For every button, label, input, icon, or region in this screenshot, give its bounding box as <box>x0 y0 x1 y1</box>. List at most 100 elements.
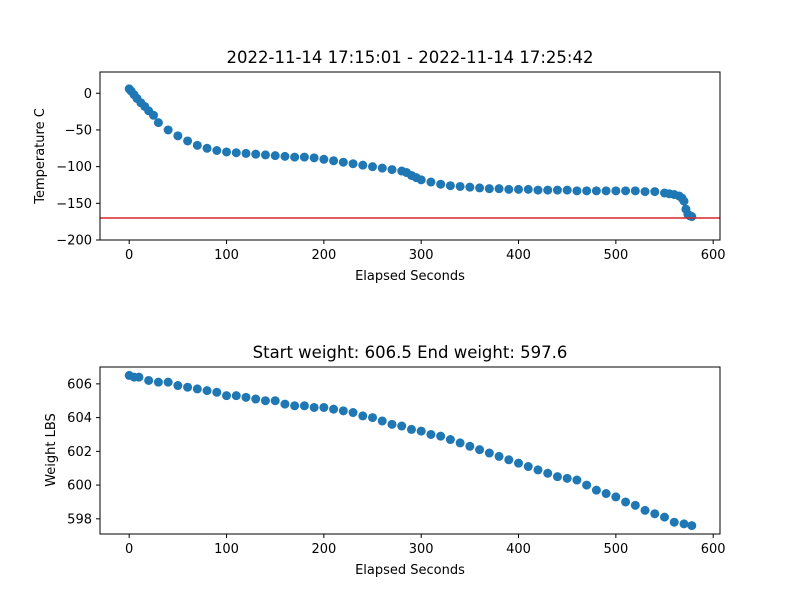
weight-point <box>163 377 173 387</box>
weight-x-tick-label: 600 <box>701 542 726 557</box>
weight-point <box>660 512 670 522</box>
weight-point <box>679 519 689 529</box>
temperature-point <box>465 182 475 192</box>
temperature-point <box>455 181 465 191</box>
temperature-x-tick-label: 100 <box>214 248 239 263</box>
weight-point <box>406 424 416 434</box>
temperature-point <box>582 186 592 196</box>
temperature-x-ticks: 0 100 200 300 400 500 600 <box>125 240 726 263</box>
temperature-point <box>416 175 426 185</box>
weight-point <box>153 377 163 387</box>
weight-point <box>309 402 319 412</box>
weight-y-tick-label: 604 <box>67 411 92 426</box>
weight-point <box>591 485 601 495</box>
weight-point <box>270 396 280 406</box>
temperature-point <box>153 118 163 128</box>
temperature-point <box>329 156 339 166</box>
weight-point <box>533 465 543 475</box>
temperature-point <box>202 143 212 153</box>
weight-point <box>611 492 621 502</box>
temperature-point <box>562 185 572 195</box>
weight-y-tick-label: 602 <box>67 445 92 460</box>
temperature-point <box>149 110 159 120</box>
temperature-x-tick-label: 300 <box>409 248 434 263</box>
weight-point <box>475 445 485 455</box>
weight-point <box>173 381 183 391</box>
temperature-point <box>163 125 173 135</box>
weight-point <box>368 413 378 423</box>
temperature-point <box>290 152 300 162</box>
weight-point <box>436 431 446 441</box>
temperature-x-tick-label: 500 <box>603 248 628 263</box>
temperature-point <box>484 184 494 194</box>
temperature-point <box>183 136 193 146</box>
weight-point <box>338 406 348 416</box>
temperature-y-tick-label: −100 <box>56 160 92 175</box>
weight-point <box>484 448 494 458</box>
temperature-point <box>377 163 387 173</box>
temperature-point <box>552 185 562 195</box>
weight-x-ticks: 0 100 200 300 400 500 600 <box>125 534 726 557</box>
temperature-point <box>687 212 697 222</box>
temperature-y-tick-label: 0 <box>84 87 92 102</box>
weight-point <box>562 473 572 483</box>
weight-x-tick-label: 200 <box>311 542 336 557</box>
weight-point <box>329 404 339 414</box>
temperature-axes-frame <box>99 71 721 241</box>
temperature-point <box>348 159 358 169</box>
weight-point <box>465 441 475 451</box>
weight-point <box>552 472 562 482</box>
temperature-point <box>533 185 543 195</box>
temperature-point <box>630 186 640 196</box>
weight-point <box>514 458 524 468</box>
weight-x-tick-label: 400 <box>506 542 531 557</box>
temperature-point <box>319 154 329 164</box>
temperature-point <box>514 184 524 194</box>
weight-point <box>144 375 154 385</box>
temperature-point <box>212 146 222 155</box>
weight-point <box>582 480 592 490</box>
temperature-x-tick-label: 200 <box>311 248 336 263</box>
temperature-point <box>436 179 446 189</box>
weight-point <box>650 509 660 519</box>
temperature-point <box>251 149 261 159</box>
temperature-point <box>523 184 533 194</box>
weight-points <box>124 370 697 531</box>
temperature-point <box>601 186 611 196</box>
weight-chart-title: Start weight: 606.5 End weight: 597.6 <box>253 343 568 362</box>
weight-point <box>377 416 387 426</box>
weight-x-tick-label: 100 <box>214 542 239 557</box>
temperature-point <box>572 186 582 196</box>
temperature-point <box>222 147 232 157</box>
weight-subplot: Start weight: 606.5 End weight: 597.6 0 1… <box>44 343 726 578</box>
temperature-x-tick-label: 400 <box>506 248 531 263</box>
temperature-x-axis-label: Elapsed Seconds <box>355 269 465 284</box>
weight-point <box>183 382 193 392</box>
weight-point <box>358 411 368 421</box>
temperature-point <box>192 140 202 150</box>
weight-point <box>416 426 426 436</box>
temperature-point <box>358 160 368 170</box>
weight-point <box>455 438 465 448</box>
temperature-point <box>280 151 290 161</box>
temperature-point <box>543 185 553 195</box>
temperature-y-tick-label: −50 <box>65 123 92 138</box>
weight-point <box>319 402 329 412</box>
weight-point <box>640 505 650 515</box>
temperature-point <box>611 186 621 196</box>
weight-point <box>630 500 640 510</box>
weight-point <box>572 475 582 485</box>
weight-point <box>387 419 397 429</box>
weight-point <box>251 394 261 404</box>
temperature-point <box>387 165 397 175</box>
weight-point <box>134 372 144 382</box>
weight-x-tick-label: 0 <box>125 542 133 557</box>
weight-axes-frame <box>99 366 721 535</box>
temperature-point <box>260 150 270 160</box>
temperature-point <box>640 187 650 197</box>
temperature-point <box>650 187 660 197</box>
weight-point <box>241 392 251 402</box>
weight-point <box>669 517 679 527</box>
